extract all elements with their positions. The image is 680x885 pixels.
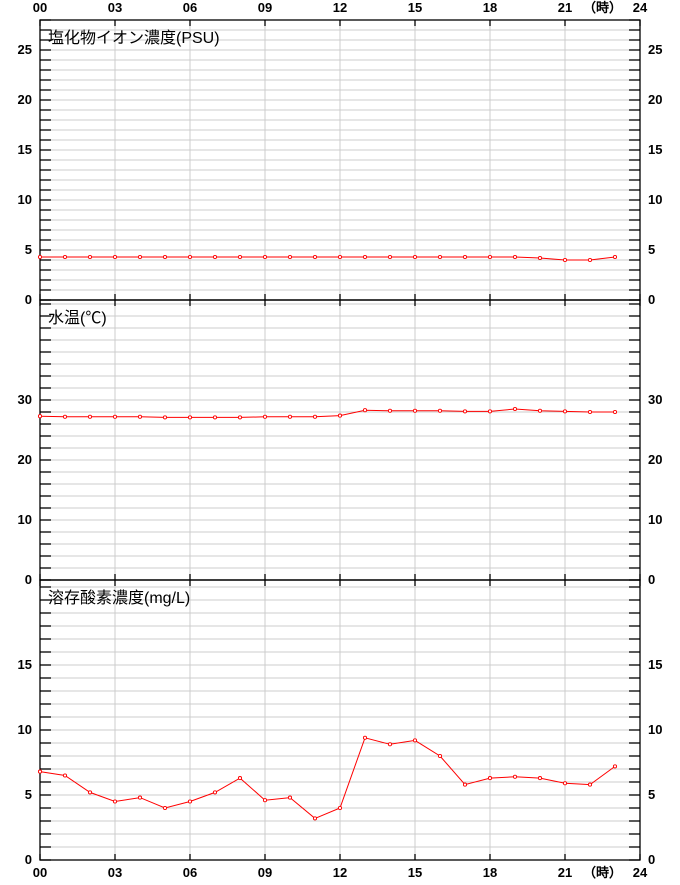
svg-text:21: 21 — [558, 865, 572, 880]
svg-text:25: 25 — [648, 42, 662, 57]
svg-text:03: 03 — [108, 865, 122, 880]
svg-text:10: 10 — [648, 192, 662, 207]
svg-text:10: 10 — [648, 722, 662, 737]
svg-text:5: 5 — [648, 242, 655, 257]
svg-text:30: 30 — [18, 392, 32, 407]
svg-text:15: 15 — [408, 0, 422, 15]
svg-text:15: 15 — [648, 142, 662, 157]
svg-text:18: 18 — [483, 865, 497, 880]
svg-text:03: 03 — [108, 0, 122, 15]
svg-text:0: 0 — [25, 292, 32, 307]
svg-text:0: 0 — [648, 292, 655, 307]
svg-text:15: 15 — [18, 657, 32, 672]
svg-text:06: 06 — [183, 865, 197, 880]
svg-text:0: 0 — [25, 852, 32, 867]
svg-text:18: 18 — [483, 0, 497, 15]
svg-text:20: 20 — [648, 92, 662, 107]
svg-text:0: 0 — [648, 572, 655, 587]
svg-text:0: 0 — [25, 572, 32, 587]
svg-text:塩化物イオン濃度(PSU): 塩化物イオン濃度(PSU) — [48, 29, 220, 47]
svg-text:12: 12 — [333, 0, 347, 15]
svg-text:（時）: （時） — [583, 0, 622, 15]
svg-text:30: 30 — [648, 392, 662, 407]
svg-text:5: 5 — [25, 242, 32, 257]
svg-text:24: 24 — [633, 0, 648, 15]
svg-text:水温(℃): 水温(℃) — [48, 309, 107, 327]
svg-text:15: 15 — [648, 657, 662, 672]
svg-text:10: 10 — [648, 512, 662, 527]
svg-text:24: 24 — [633, 865, 648, 880]
svg-text:06: 06 — [183, 0, 197, 15]
svg-text:00: 00 — [33, 0, 47, 15]
svg-text:5: 5 — [648, 787, 655, 802]
svg-text:15: 15 — [408, 865, 422, 880]
svg-text:20: 20 — [648, 452, 662, 467]
svg-text:10: 10 — [18, 512, 32, 527]
svg-text:10: 10 — [18, 722, 32, 737]
svg-text:0: 0 — [648, 852, 655, 867]
svg-text:5: 5 — [25, 787, 32, 802]
svg-text:12: 12 — [333, 865, 347, 880]
svg-text:（時）: （時） — [583, 865, 622, 880]
svg-text:10: 10 — [18, 192, 32, 207]
svg-text:00: 00 — [33, 865, 47, 880]
svg-text:21: 21 — [558, 0, 572, 15]
svg-text:15: 15 — [18, 142, 32, 157]
svg-text:20: 20 — [18, 92, 32, 107]
svg-text:09: 09 — [258, 865, 272, 880]
svg-text:溶存酸素濃度(mg/L): 溶存酸素濃度(mg/L) — [48, 589, 190, 607]
svg-text:20: 20 — [18, 452, 32, 467]
svg-text:09: 09 — [258, 0, 272, 15]
svg-text:25: 25 — [18, 42, 32, 57]
